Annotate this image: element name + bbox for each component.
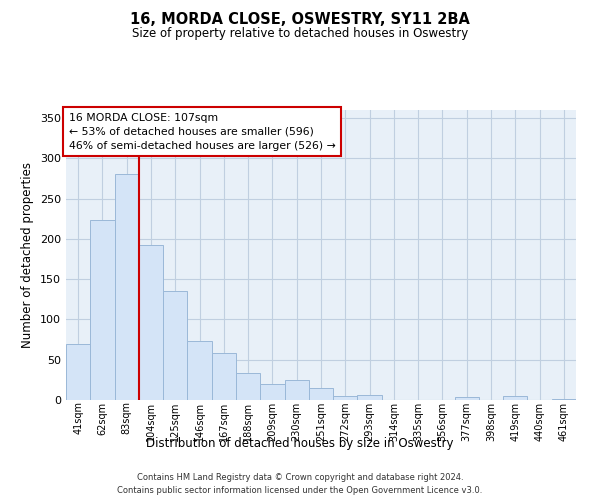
Bar [212, 354, 236, 400]
Bar [66, 344, 90, 400]
Bar [236, 372, 260, 400]
Text: 16 MORDA CLOSE: 107sqm
← 53% of detached houses are smaller (596)
46% of semi-de: 16 MORDA CLOSE: 107sqm ← 53% of detached… [68, 113, 335, 151]
Bar [284, 380, 309, 400]
Bar [139, 244, 163, 400]
Bar [455, 397, 479, 400]
Text: Size of property relative to detached houses in Oswestry: Size of property relative to detached ho… [132, 28, 468, 40]
Y-axis label: Number of detached properties: Number of detached properties [22, 162, 34, 348]
Text: Contains HM Land Registry data © Crown copyright and database right 2024.: Contains HM Land Registry data © Crown c… [137, 472, 463, 482]
Bar [187, 341, 212, 400]
Bar [90, 220, 115, 400]
Bar [358, 395, 382, 400]
Bar [503, 396, 527, 400]
Bar [260, 384, 284, 400]
Bar [552, 399, 576, 400]
Bar [333, 396, 358, 400]
Bar [309, 388, 333, 400]
Bar [163, 291, 187, 400]
Text: Contains public sector information licensed under the Open Government Licence v3: Contains public sector information licen… [118, 486, 482, 495]
Bar [115, 174, 139, 400]
Text: 16, MORDA CLOSE, OSWESTRY, SY11 2BA: 16, MORDA CLOSE, OSWESTRY, SY11 2BA [130, 12, 470, 28]
Text: Distribution of detached houses by size in Oswestry: Distribution of detached houses by size … [146, 438, 454, 450]
